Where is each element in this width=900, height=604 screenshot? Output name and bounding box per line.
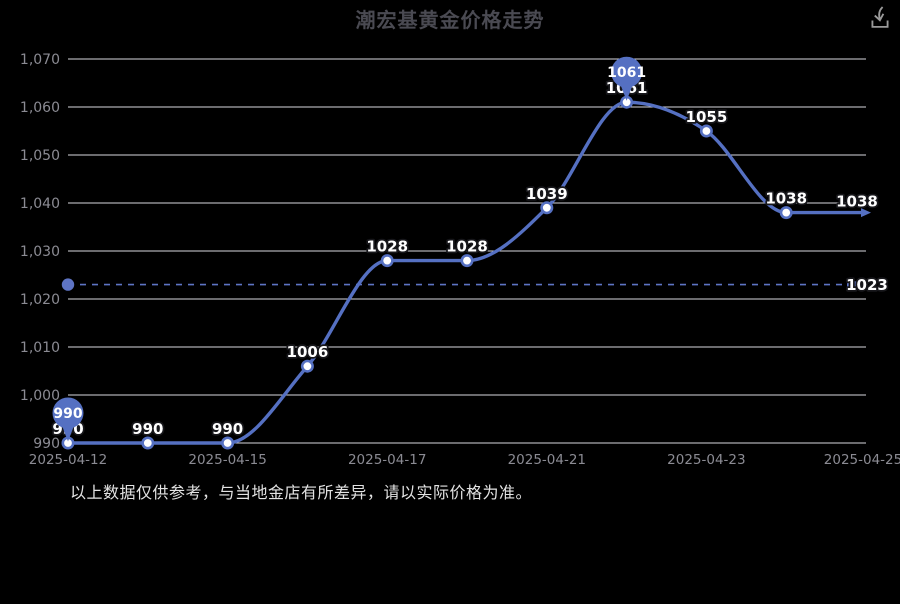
grid: 990 1,000 1,010 1,020 1,030 1,040 1,050 1,060 1,…: [20, 52, 866, 452]
reference-line-label: 1023: [846, 276, 888, 294]
data-points: [61, 95, 793, 450]
data-point-labels: 9909909901006102810281039106110551038103…: [51, 77, 880, 439]
price-line-series: [66, 100, 868, 445]
x-axis-tick-label: 2025-04-25: [824, 452, 900, 468]
pin-bubble: [611, 56, 643, 88]
series-end-arrow-icon: [861, 208, 871, 218]
data-point-label: 1039: [526, 185, 568, 203]
pin-marker[interactable]: 1061: [607, 56, 646, 101]
y-axis-tick-label: 1,050: [20, 148, 60, 164]
x-axis-tick-label: 2025-04-15: [188, 452, 266, 468]
y-axis-tick-label: 990: [33, 436, 60, 452]
reference-start-dot: [61, 278, 75, 291]
pin-label: 1061: [607, 65, 646, 81]
y-axis-tick-label: 1,030: [20, 244, 60, 260]
data-point-label: 990: [212, 420, 243, 438]
x-axis-tick-label: 2025-04-12: [29, 452, 107, 468]
data-point-label: 1038: [765, 190, 807, 208]
y-axis-tick-label: 1,040: [20, 196, 60, 212]
download-icon[interactable]: [866, 4, 894, 32]
chart-title: 潮宏基黄金价格走势: [355, 8, 545, 32]
x-axis-tick-label: 2025-04-21: [508, 452, 586, 468]
x-axis-tick-label: 2025-04-17: [348, 452, 426, 468]
data-point-label: 1055: [686, 108, 728, 126]
data-point[interactable]: [779, 206, 793, 220]
data-point-label: 1028: [446, 238, 488, 256]
data-point[interactable]: [380, 254, 394, 268]
disclaimer-text: 以上数据仅供参考，与当地金店有所差异，请以实际价格为准。: [70, 483, 533, 502]
data-point[interactable]: [141, 436, 155, 450]
y-axis-tick-label: 1,070: [20, 52, 60, 68]
y-axis-tick-label: 1,010: [20, 340, 60, 356]
data-point[interactable]: [460, 254, 474, 268]
reference-line: 1023: [61, 274, 890, 296]
data-point[interactable]: [221, 436, 235, 450]
y-axis-tick-label: 1,020: [20, 292, 60, 308]
pin-label: 990: [53, 406, 82, 422]
y-axis-tick-label: 1,060: [20, 100, 60, 116]
data-point-label: 1028: [366, 238, 408, 256]
data-point[interactable]: [540, 201, 554, 215]
x-axis: 2025-04-12 2025-04-15 2025-04-17 2025-04-21…: [29, 452, 900, 468]
download-icon-glyph: [871, 6, 889, 28]
data-point-label: 1006: [287, 343, 329, 361]
data-point-label: 1038: [836, 193, 878, 211]
pin-bubble: [52, 397, 84, 429]
y-axis-tick-label: 1,000: [20, 388, 60, 404]
reference-arrow-icon: [847, 278, 864, 292]
data-point[interactable]: [699, 124, 713, 138]
x-axis-tick-label: 2025-04-23: [667, 452, 745, 468]
data-point[interactable]: [300, 359, 314, 373]
pin-marker[interactable]: 990: [52, 397, 84, 442]
data-point-label: 990: [132, 420, 163, 438]
